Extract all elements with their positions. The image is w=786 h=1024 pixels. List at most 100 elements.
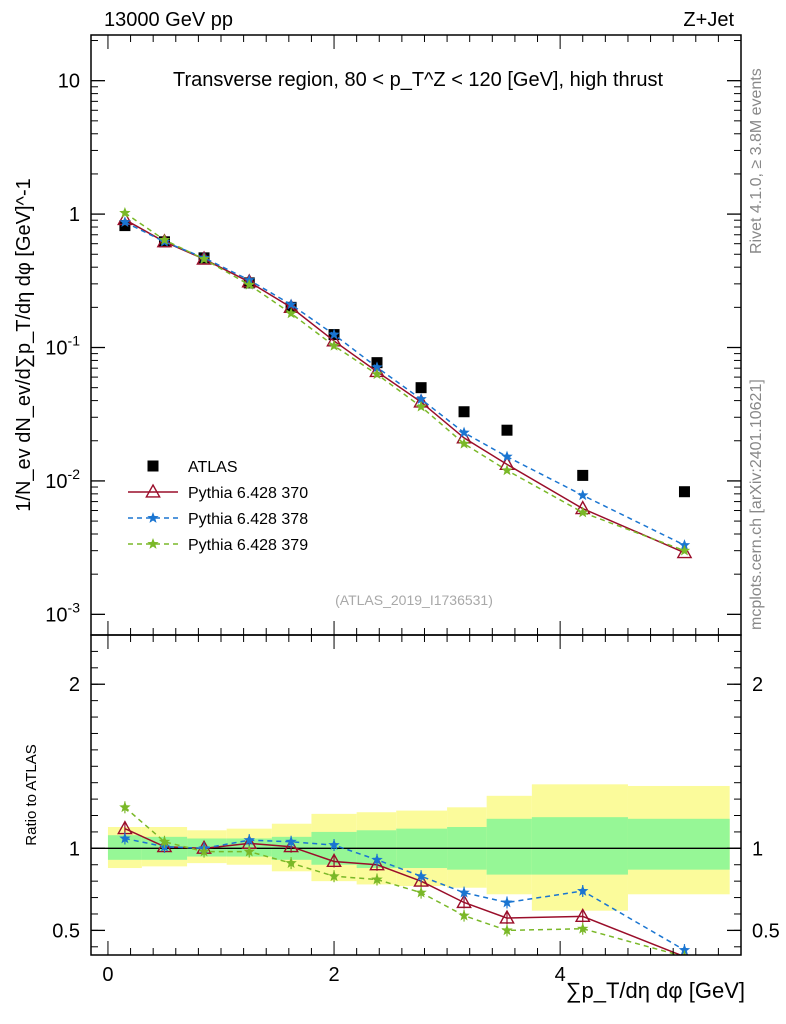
main-ytick-label: 10-3 [45,599,80,626]
ratio-point [328,839,340,850]
ratio-ytick-label-right: 2 [752,674,763,696]
ratio-point [678,950,691,955]
ratio-point [456,894,472,909]
ratio-point [415,870,427,882]
ratio-point [577,922,589,934]
ratio-point [678,944,691,955]
ratio-line-2 [124,837,685,951]
ratio-point [285,857,297,868]
ratio-ytick-label-right: 0.5 [752,920,780,942]
main-point [415,400,427,412]
ratio-ytick-label: 0.5 [52,920,80,942]
ratio-point [577,885,589,896]
ratio-ytick-label-right: 1 [752,838,763,860]
main-title: Transverse region, 80 < p_T^Z < 120 [GeV… [173,69,663,91]
ratio-point [243,845,255,857]
main-point [577,469,589,481]
main-point [501,464,513,476]
legend: ATLAS Pythia 6.428 370 Pythia 6.428 378 Pyt… [128,459,308,554]
ratio-ytick-label: 2 [69,674,80,696]
main-point [328,328,340,340]
main-point [119,220,131,232]
ratio-point [458,886,470,898]
main-ytick-label: 1 [69,204,80,226]
ratio-point [458,909,470,921]
analysis-id: (ATLAS_2019_I1736531) [335,592,493,608]
legend-label-0: ATLAS [188,459,238,476]
legend-marker-0 [147,460,159,472]
main-point [678,486,690,498]
ratio-xtick-label: 2 [328,964,339,986]
main-point [676,544,693,559]
main-ytick-label: 10 [58,71,80,93]
main-y-axis-label: 1/N_ev dN_ev/d∑p_T/dη dφ [GeV]^-1 [13,178,35,511]
legend-label-2: Pythia 6.428 378 [188,511,308,528]
ratio-point [501,896,513,908]
ratio-point [415,886,427,898]
main-point [198,253,210,264]
header-right: Z+Jet [683,9,734,31]
legend-marker-3 [147,538,159,549]
ratio-point [499,909,515,924]
legend-label-3: Pythia 6.428 379 [188,537,308,554]
main-ytick-label: 10-2 [45,466,80,493]
ratio-point [574,908,591,923]
main-point [285,298,297,310]
ratio-point [326,853,342,868]
main-point [678,539,691,551]
main-point [158,233,171,245]
ratio-y-axis-label: Ratio to ATLAS [23,744,40,845]
ratio-point [501,924,513,936]
main-line-3 [124,212,685,552]
main-point [119,206,131,218]
ratio-point [119,801,131,813]
ratio-point [243,834,255,845]
band-inner [627,818,730,870]
main-point [371,361,383,373]
main-point [458,437,470,449]
main-point [501,450,513,462]
ratio-point [371,873,383,885]
ratio-ytick-label: 1 [69,838,80,860]
legend-label-1: Pythia 6.428 370 [188,485,308,502]
main-point [415,382,427,394]
ratio-point [283,838,299,853]
main-point [119,216,131,228]
ratio-point [413,872,429,887]
main-point [678,544,691,556]
main-point [285,307,297,319]
ratio-point [285,835,297,847]
main-panel: 10-3 10-2 10-1 1 10 [45,34,742,636]
legend-marker-2 [147,512,159,523]
header-left: 13000 GeV pp [104,9,233,31]
ratio-point [119,832,131,844]
ratio-point [369,856,385,871]
ratio-point [198,845,210,857]
ratio-point [158,835,171,847]
ratio-point [371,853,383,865]
main-line-2 [124,221,685,546]
main-point [458,406,470,418]
band-inner [531,817,628,875]
ratio-xtick-label: 4 [555,964,566,986]
main-point [577,506,589,518]
mcplots-label: mcplots.cern.ch [arXiv:2401.10621] [748,379,765,630]
rivet-label: Rivet 4.1.0, ≥ 3.8M events [748,68,765,254]
main-point [458,426,470,438]
main-point [328,339,340,351]
ratio-series-group [117,801,691,955]
main-ytick-label: 10-1 [45,333,80,360]
legend-marker-1 [145,483,161,498]
main-point [371,368,383,380]
band-inner [486,818,532,875]
main-point [577,489,589,501]
main-point [415,393,427,405]
main-line-1 [124,218,685,554]
ratio-xtick-label: 0 [102,964,113,986]
main-point [501,424,513,436]
ratio-frame [90,634,742,956]
ratio-point [328,870,340,882]
ratio-panel: 0 2 4 0.5 0.5 1 1 2 2 [52,35,780,986]
ratio-x-axis-label: ∑p_T/dη dφ [GeV] [566,978,745,1003]
